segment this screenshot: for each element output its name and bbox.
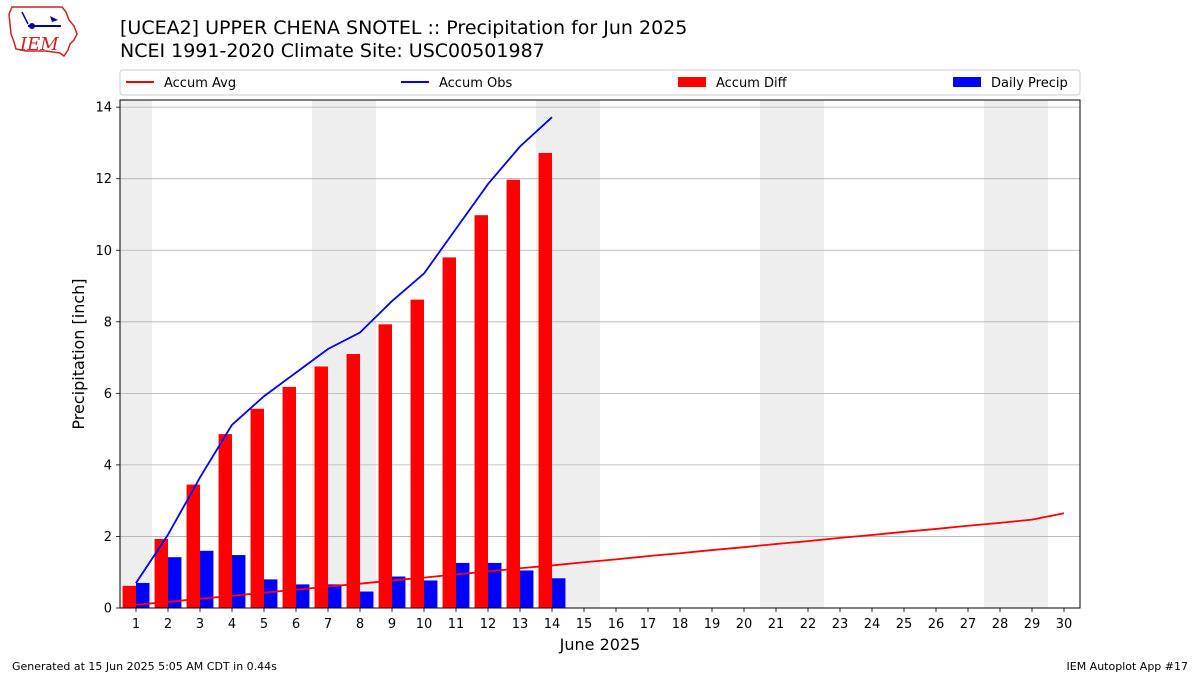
weekend-shade-28 — [984, 100, 1016, 608]
daily-precip-bar — [232, 555, 246, 608]
x-tick-label: 14 — [544, 617, 561, 632]
accum-diff-bar — [538, 152, 552, 608]
y-tick-label: 0 — [104, 602, 112, 617]
legend-label-accum-obs: Accum Obs — [439, 76, 512, 91]
daily-precip-bar — [360, 591, 374, 608]
app-label: IEM Autoplot App #17 — [1066, 660, 1189, 673]
daily-precip-bar — [456, 562, 470, 608]
x-tick-label: 27 — [960, 617, 977, 632]
accum-diff-bar — [314, 366, 328, 608]
x-tick-label: 3 — [196, 617, 204, 632]
accum-diff-bar — [410, 299, 424, 608]
x-tick-label: 21 — [768, 617, 785, 632]
x-tick-label: 30 — [1056, 617, 1073, 632]
daily-precip-bar — [392, 576, 406, 608]
accum-diff-bar — [442, 257, 456, 608]
x-tick-label: 25 — [896, 617, 913, 632]
x-tick-label: 1 — [132, 617, 140, 632]
daily-precip-bar — [168, 557, 182, 608]
legend-label-daily-precip: Daily Precip — [991, 76, 1068, 91]
legend-swatch-daily-precip — [953, 77, 981, 87]
legend-box — [119, 69, 1081, 96]
accum-diff-bar — [506, 179, 520, 608]
iem-logo: IEM — [8, 6, 78, 58]
accum-obs-line — [135, 116, 553, 584]
accum-diff-bar — [122, 585, 136, 608]
weekend-shade-14 — [536, 100, 568, 608]
x-tick-label: 15 — [576, 617, 593, 632]
x-axis-label: June 2025 — [559, 635, 641, 654]
daily-precip-bar — [264, 579, 278, 608]
daily-precip-bar — [520, 570, 534, 608]
daily-precip-bar — [328, 584, 342, 608]
x-tick-label: 17 — [640, 617, 657, 632]
x-tick-label: 10 — [416, 617, 433, 632]
accum-diff-bar — [186, 484, 200, 608]
x-tick-label: 7 — [324, 617, 332, 632]
x-tick-label: 24 — [864, 617, 881, 632]
y-axis-label: Precipitation [inch] — [69, 278, 88, 429]
y-tick-label: 8 — [104, 315, 112, 330]
legend-label-accum-avg: Accum Avg — [164, 76, 236, 91]
svg-text:IEM: IEM — [19, 34, 59, 55]
x-tick-label: 12 — [480, 617, 497, 632]
x-tick-label: 18 — [672, 617, 689, 632]
weekend-shade-22 — [792, 100, 824, 608]
daily-precip-bar — [296, 584, 310, 608]
daily-precip-bar — [424, 580, 438, 608]
x-tick-label: 29 — [1024, 617, 1041, 632]
legend-swatch-accum-diff — [678, 77, 706, 87]
y-tick-label: 10 — [95, 244, 112, 259]
x-tick-label: 22 — [800, 617, 817, 632]
accum-avg-line — [135, 512, 1065, 606]
accum-diff-bar — [474, 215, 488, 608]
y-tick-label: 12 — [95, 172, 112, 187]
daily-precip-bar — [136, 582, 150, 608]
x-tick-label: 23 — [832, 617, 849, 632]
x-tick-label: 28 — [992, 617, 1009, 632]
weekend-shade-1 — [120, 100, 152, 608]
chart-subtitle: NCEI 1991-2020 Climate Site: USC00501987 — [120, 40, 545, 62]
x-tick-label: 13 — [512, 617, 529, 632]
x-tick-label: 8 — [356, 617, 364, 632]
y-tick-label: 2 — [104, 530, 112, 545]
x-tick-label: 20 — [736, 617, 753, 632]
weekend-shade-29 — [1016, 100, 1048, 608]
daily-precip-bar — [552, 578, 566, 608]
x-tick-label: 5 — [260, 617, 268, 632]
legend-label-accum-diff: Accum Diff — [716, 76, 788, 91]
weekend-shade-8 — [344, 100, 376, 608]
chart-title: [UCEA2] UPPER CHENA SNOTEL :: Precipitat… — [120, 17, 688, 39]
x-tick-label: 26 — [928, 617, 945, 632]
x-tick-label: 19 — [704, 617, 721, 632]
y-tick-label: 14 — [95, 101, 112, 116]
accum-diff-bar — [346, 354, 360, 608]
accum-diff-bar — [218, 434, 232, 608]
plot-frame — [119, 99, 1081, 609]
y-tick-label: 6 — [104, 387, 112, 402]
x-tick-label: 4 — [228, 617, 236, 632]
daily-precip-bar — [488, 562, 502, 608]
accum-diff-bar — [250, 408, 264, 608]
accum-diff-bar — [282, 386, 296, 608]
x-tick-label: 16 — [608, 617, 625, 632]
accum-diff-bar — [378, 324, 392, 608]
generated-timestamp: Generated at 15 Jun 2025 5:05 AM CDT in … — [12, 660, 277, 673]
y-tick-label: 4 — [104, 458, 112, 473]
weekend-shade-21 — [760, 100, 792, 608]
x-tick-label: 6 — [292, 617, 300, 632]
x-tick-label: 11 — [448, 617, 465, 632]
weekend-shade-15 — [568, 100, 600, 608]
accum-diff-bar — [154, 538, 168, 608]
weekend-shade-7 — [312, 100, 344, 608]
x-tick-label: 2 — [164, 617, 172, 632]
x-tick-label: 9 — [388, 617, 396, 632]
daily-precip-bar — [200, 550, 214, 608]
